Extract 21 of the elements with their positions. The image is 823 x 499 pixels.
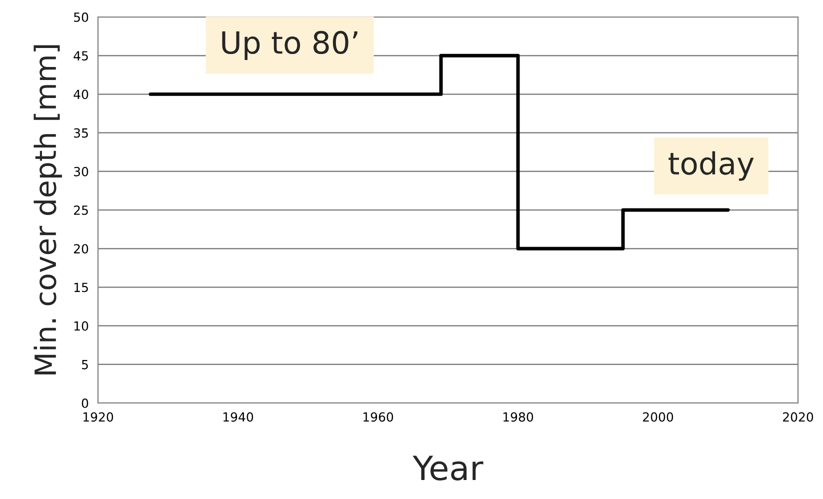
- y-tick-label: 25: [74, 205, 88, 215]
- annotation: Up to 80’: [222, 30, 358, 60]
- x-axis-title: Year: [412, 456, 484, 480]
- y-tick-label: 10: [74, 321, 88, 331]
- y-tick-label: 30: [74, 166, 88, 176]
- x-tick-label: 2020: [783, 412, 814, 422]
- y-tick-label: 5: [82, 360, 88, 370]
- y-axis-title: Min. cover depth [mm]: [34, 45, 62, 374]
- y-tick-label: 35: [74, 128, 88, 138]
- annotation: today: [668, 151, 754, 181]
- y-tick-label: 20: [74, 244, 88, 254]
- x-tick-label: 1940: [223, 412, 254, 422]
- x-tick-label: 1920: [83, 412, 114, 422]
- y-tick-label: 15: [74, 282, 88, 292]
- y-tick-label: 40: [74, 90, 88, 100]
- y-tick-label: 50: [74, 12, 88, 22]
- x-tick-label: 2000: [643, 412, 674, 422]
- x-tick-label: 1960: [363, 412, 394, 422]
- y-tick-label: 0: [82, 398, 88, 408]
- x-tick-label: 1980: [503, 412, 534, 422]
- y-tick-label: 45: [74, 51, 88, 61]
